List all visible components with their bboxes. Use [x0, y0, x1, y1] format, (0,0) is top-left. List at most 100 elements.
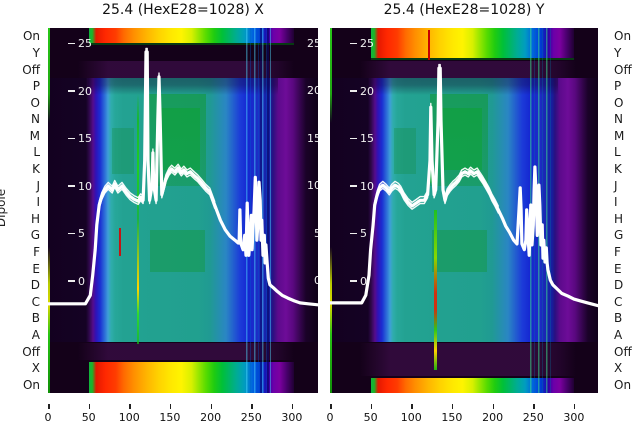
dark-stripe: [260, 28, 262, 393]
value-tick-text: 15: [360, 132, 374, 145]
value-tick-label-right: 25: [307, 36, 318, 50]
dipole-row-label: Off: [22, 62, 40, 77]
dipole-row-label: Off: [614, 344, 632, 359]
dipole-row-label: On: [22, 377, 40, 392]
dipole-row-label: N: [31, 112, 40, 127]
dark-stripe: [267, 28, 269, 393]
x-tick-label: 300: [281, 411, 303, 424]
value-tick-text: 15: [78, 132, 92, 145]
heatmap-main-region: [330, 78, 598, 342]
x-tick-label: 0: [326, 411, 334, 424]
x-tick-label: 200: [200, 411, 222, 424]
tick-dash: [68, 137, 75, 140]
value-tick-text: 0: [360, 274, 367, 288]
band-edge: [89, 43, 294, 45]
tick-dash: [68, 90, 75, 92]
green-patch: [432, 230, 487, 272]
tick-dash: [350, 137, 357, 140]
dipole-row-label: Off: [22, 344, 40, 359]
value-tick-label: 25: [350, 37, 374, 51]
dipole-row-label: M: [614, 128, 625, 143]
x-tick-label: 50: [81, 411, 96, 424]
x-tick-mark: [370, 404, 373, 409]
vertical-stripes: [527, 28, 551, 393]
tick-dash: [350, 185, 357, 187]
dipole-row-label: F: [614, 245, 621, 259]
value-tick-text: 25: [360, 37, 374, 50]
value-tick-text: 0: [78, 274, 85, 288]
dipole-row-label: F: [33, 245, 40, 259]
off-row-tint: [330, 61, 598, 78]
dipole-row-label: B: [614, 311, 623, 326]
dipole-row-label: C: [31, 294, 40, 309]
dipole-row-label: Y: [32, 45, 40, 60]
value-tick-text: 25: [78, 37, 92, 50]
dipole-on-band-bottom: [371, 378, 574, 393]
dipole-row-label: C: [614, 294, 623, 309]
tick-dash: [350, 90, 357, 92]
green-patch: [160, 108, 200, 170]
panel-y-title: 25.4 (HexE28=1028) Y: [383, 2, 545, 18]
dipole-row-label: J: [614, 178, 618, 193]
dipole-row-label: G: [614, 228, 624, 243]
value-tick-label: 0: [68, 274, 85, 288]
green-patch: [394, 128, 416, 174]
edge-sliver: [330, 28, 332, 393]
off-row-tint: [330, 343, 598, 376]
tick-dash: [68, 42, 75, 45]
dipole-row-labels-left: On Y Off P O N M L K J I H G F E D C B A Off X On: [0, 28, 44, 393]
x-tick-mark: [411, 404, 413, 409]
value-tick-label: 15: [68, 132, 92, 146]
x-tick-mark: [210, 404, 213, 409]
dipole-row-label: Y: [614, 45, 622, 60]
tick-dash: [68, 185, 75, 187]
x-tick-mark: [48, 404, 50, 409]
dipole-row-label: B: [31, 311, 40, 326]
x-tick-label: 200: [482, 411, 504, 424]
value-tick-label-right: 20: [307, 84, 318, 97]
green-patch: [150, 230, 205, 272]
red-sliver: [428, 30, 430, 60]
band-edge: [371, 58, 574, 60]
value-tick-text: 10: [78, 179, 92, 193]
dipole-row-label: M: [29, 128, 40, 143]
dipole-row-label: Off: [614, 62, 632, 77]
value-tick-label-right: 0: [314, 274, 318, 287]
red-sliver: [119, 228, 121, 256]
dipole-row-label: D: [614, 278, 624, 293]
x-tick-label: 50: [363, 411, 378, 424]
dipole-on-band-bottom: [89, 362, 294, 393]
tick-dash: [350, 42, 357, 45]
x-tick-label: 250: [240, 411, 262, 424]
value-tick-label: 20: [350, 84, 374, 98]
dipole-row-label: K: [32, 162, 40, 176]
edge-sliver: [48, 28, 50, 393]
tick-dash: [350, 280, 357, 282]
value-tick-label: 25: [68, 37, 92, 51]
dipole-row-label: O: [30, 95, 40, 110]
green-sliver: [434, 210, 437, 370]
x-tick-mark: [291, 404, 294, 409]
dipole-row-label: X: [614, 361, 623, 376]
dipole-row-label: D: [30, 278, 40, 293]
x-tick-mark: [533, 404, 535, 409]
dipole-row-label: P: [614, 79, 622, 94]
green-patch: [442, 108, 482, 170]
dipole-row-label: O: [614, 95, 624, 110]
x-tick-label: 0: [44, 411, 52, 424]
value-tick-label-right: 5: [314, 226, 318, 240]
dipole-row-label: A: [31, 327, 40, 342]
dipole-row-label: H: [614, 211, 624, 226]
value-tick-text: 5: [360, 227, 367, 240]
dipole-row-label: L: [33, 145, 40, 160]
dipole-row-label: I: [614, 195, 618, 210]
dipole-row-label: K: [614, 162, 622, 176]
value-tick-label: 20: [68, 84, 92, 98]
value-tick-text: 20: [78, 84, 92, 98]
dipole-row-label: P: [32, 79, 40, 94]
x-tick-mark: [451, 404, 454, 409]
dipole-row-label: G: [30, 228, 40, 243]
x-tick-mark: [169, 404, 172, 409]
green-sliver: [430, 107, 432, 183]
dipole-row-label: A: [614, 327, 623, 342]
